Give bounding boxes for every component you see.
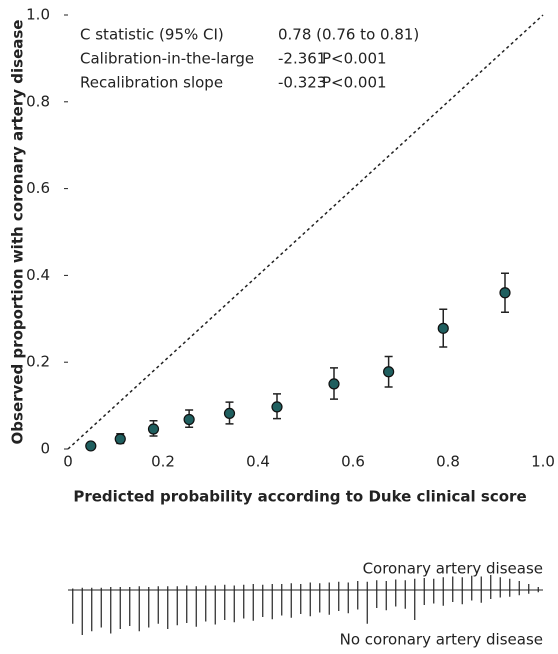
annotation: P<0.001 (322, 50, 387, 68)
y-tick-label: 1.0 (26, 6, 50, 24)
point (437, 322, 449, 334)
y-tick-label: 0.4 (26, 266, 50, 284)
annotation: 0.78 (0.76 to 0.81) (278, 26, 419, 44)
point (114, 433, 126, 445)
x-tick-label: 0.4 (246, 453, 270, 471)
annotation: -2.361 (278, 50, 326, 68)
y-tick-label: 0.6 (26, 179, 50, 197)
x-tick-label: 1.0 (531, 453, 555, 471)
point (183, 413, 195, 426)
legend-label: Coronary artery disease (363, 560, 543, 578)
x-tick-label: 0.6 (341, 453, 365, 471)
legend-label: No coronary artery disease (340, 631, 543, 649)
point (383, 366, 395, 378)
point (85, 440, 97, 452)
y-tick-label: 0 (40, 440, 50, 458)
x-tick-label: 0.2 (151, 453, 175, 471)
annotation: C statistic (95% CI) (80, 26, 224, 44)
reference-line (67, 14, 544, 450)
point (271, 401, 283, 413)
annotation: Calibration-in-the-large (80, 50, 254, 68)
x-tick-label: 0 (63, 453, 73, 471)
y-tick-label: 0.2 (26, 353, 50, 371)
annotation: Recalibration slope (80, 74, 223, 92)
y-tick-label: 0.8 (26, 92, 50, 110)
point (499, 287, 511, 299)
point (147, 423, 160, 435)
point (328, 378, 340, 390)
annotation: P<0.001 (322, 74, 387, 92)
y-axis-label: Observed proportion with coronary artery… (9, 20, 27, 445)
point (223, 407, 236, 420)
annotation: -0.323 (278, 74, 326, 92)
x-tick-label: 0.8 (436, 453, 460, 471)
x-axis-label: Predicted probability according to Duke … (73, 488, 526, 506)
